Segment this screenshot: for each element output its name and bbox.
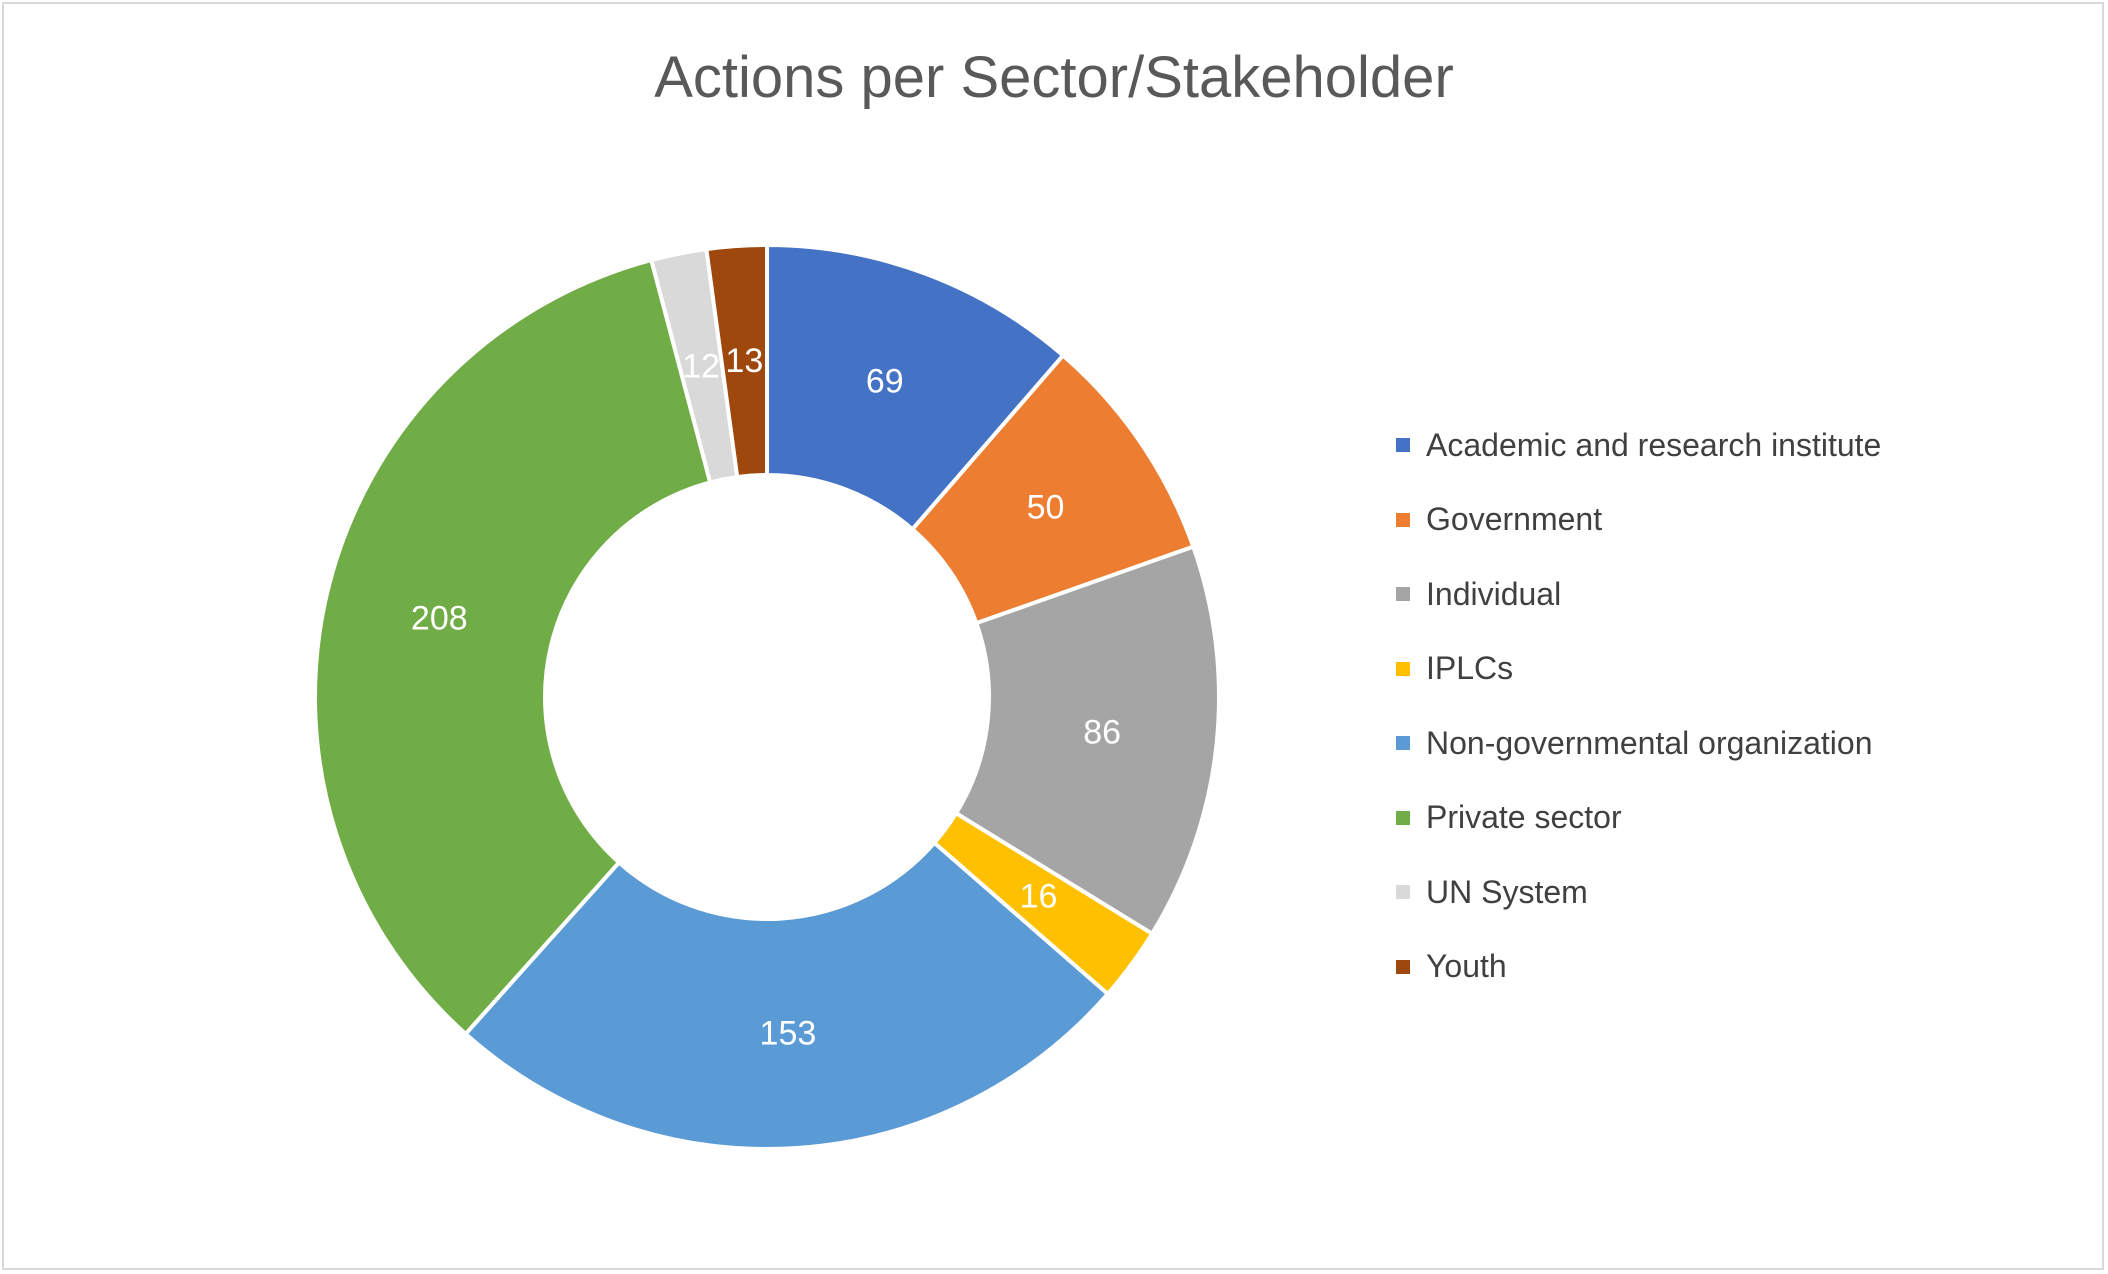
legend-item-government: Government <box>1396 483 1881 558</box>
legend-swatch-icon <box>1396 736 1410 751</box>
legend-label: Non-governmental organization <box>1426 724 1873 761</box>
legend-item-individual: Individual <box>1396 557 1881 632</box>
data-label-youth: 13 <box>725 342 763 380</box>
legend-item-private-sector: Private sector <box>1396 781 1881 856</box>
data-label-iplcs: 16 <box>1020 878 1058 916</box>
legend-label: Private sector <box>1426 799 1622 836</box>
data-label-academic-and-research-institute: 69 <box>866 362 904 400</box>
legend-label: Individual <box>1426 575 1562 612</box>
legend-label: IPLCs <box>1426 650 1514 687</box>
donut-slice-non-governmental-organization <box>462 840 1111 1151</box>
data-label-government: 50 <box>1027 488 1065 526</box>
data-label-un-system: 12 <box>682 347 720 385</box>
legend-swatch-icon <box>1396 885 1410 900</box>
donut-slice-academic-and-research-institute <box>765 242 1066 533</box>
legend-label: UN System <box>1426 873 1588 910</box>
legend-item-un-system: UN System <box>1396 855 1881 930</box>
legend-swatch-icon <box>1396 661 1410 676</box>
legend-swatch-icon <box>1396 810 1410 825</box>
legend-item-academic-and-research-institute: Academic and research institute <box>1396 408 1881 483</box>
legend-item-youth: Youth <box>1396 930 1881 1005</box>
data-label-non-governmental-organization: 153 <box>760 1014 817 1052</box>
donut-slice-individual <box>953 544 1221 937</box>
legend-item-non-governmental-organization: Non-governmental organization <box>1396 706 1881 781</box>
legend-swatch-icon <box>1396 959 1410 974</box>
legend-label: Academic and research institute <box>1426 426 1882 463</box>
legend-swatch-icon <box>1396 438 1410 453</box>
legend-item-iplcs: IPLCs <box>1396 632 1881 707</box>
legend-label: Government <box>1426 501 1603 538</box>
chart-title: Actions per Sector/Stakeholder <box>654 45 1454 110</box>
chart-legend: Academic and research institute Governmen… <box>1396 408 1881 1004</box>
data-label-private-sector: 208 <box>411 599 468 637</box>
legend-label: Youth <box>1426 948 1507 985</box>
donut-slice-youth <box>704 242 769 480</box>
data-label-individual: 86 <box>1083 714 1121 752</box>
donut-slice-private-sector <box>313 257 713 1037</box>
legend-swatch-icon <box>1396 587 1410 602</box>
legend-swatch-icon <box>1396 512 1410 527</box>
